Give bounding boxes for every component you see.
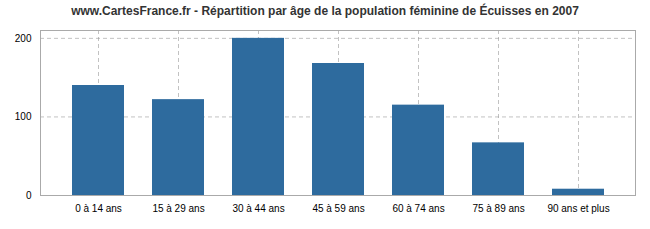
svg-text:60 à 74 ans: 60 à 74 ans (392, 203, 444, 214)
svg-text:0 à 14 ans: 0 à 14 ans (75, 203, 122, 214)
svg-text:200: 200 (15, 33, 32, 44)
svg-text:75 à 89 ans: 75 à 89 ans (472, 203, 524, 214)
svg-text:15 à 29 ans: 15 à 29 ans (152, 203, 204, 214)
svg-text:45 à 59 ans: 45 à 59 ans (312, 203, 364, 214)
svg-text:100: 100 (15, 111, 32, 122)
html-text:www.CartesFrance.fr - Répartit: www.CartesFrance.fr - Répartition par âg… (71, 4, 579, 18)
svg-text:0: 0 (26, 190, 32, 201)
svg-text:30 à 44 ans: 30 à 44 ans (232, 203, 284, 214)
svg-text:90 ans et plus: 90 ans et plus (547, 203, 609, 214)
